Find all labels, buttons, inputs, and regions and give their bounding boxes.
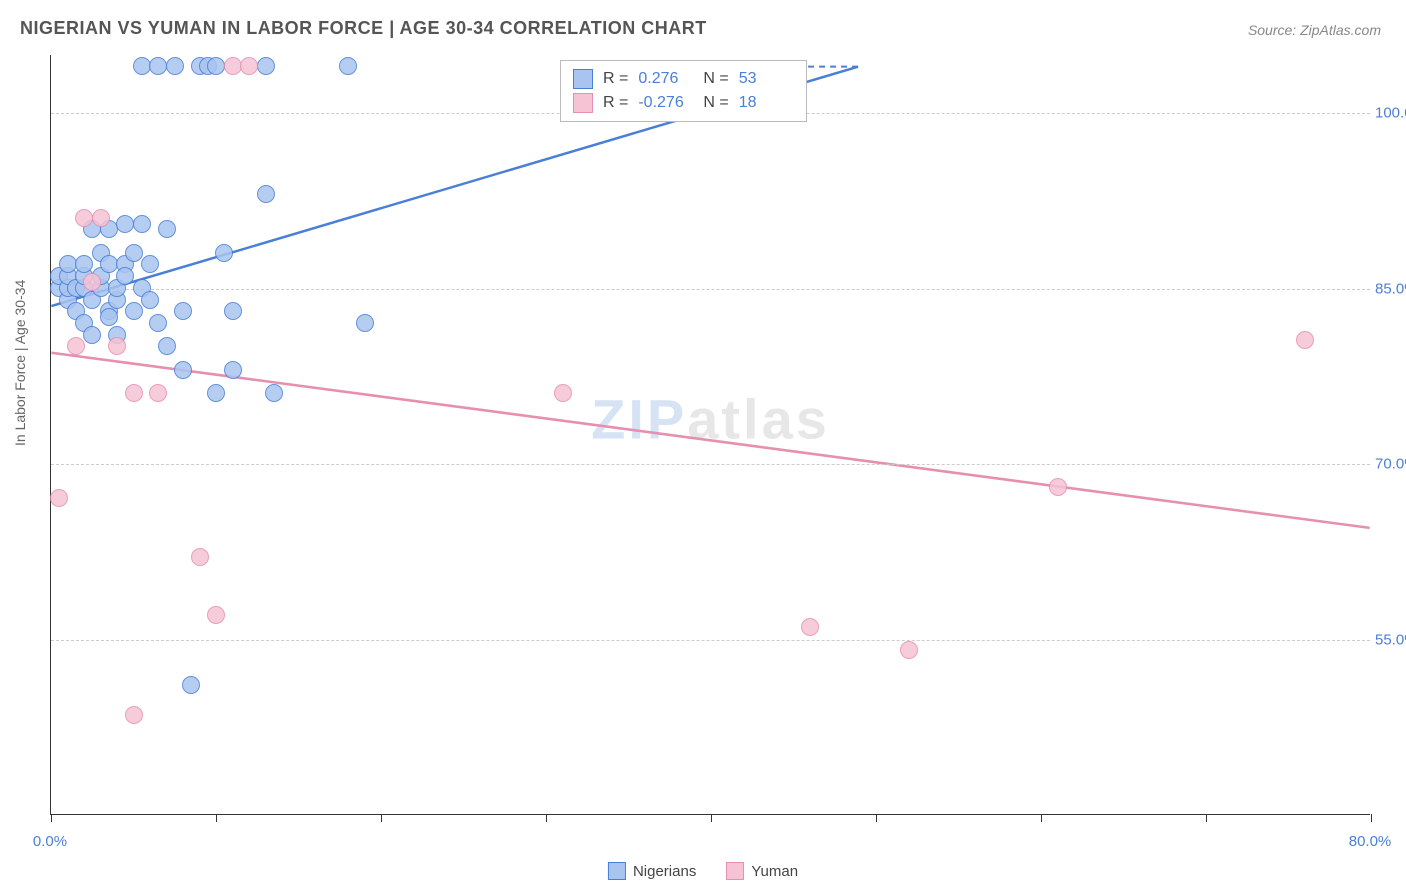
stats-n-value: 18	[739, 94, 794, 112]
data-point	[50, 489, 68, 507]
stats-row: R = 0.276 N = 53	[573, 67, 794, 91]
data-point	[224, 361, 242, 379]
data-point	[158, 220, 176, 238]
data-point	[149, 57, 167, 75]
x-tick	[711, 814, 712, 822]
data-point	[900, 641, 918, 659]
data-point	[174, 361, 192, 379]
stats-swatch-icon	[573, 93, 593, 113]
y-tick-label: 100.0%	[1375, 105, 1406, 122]
data-point	[207, 57, 225, 75]
data-point	[108, 337, 126, 355]
data-point	[75, 209, 93, 227]
legend-label: Yuman	[751, 863, 798, 880]
data-point	[257, 57, 275, 75]
data-point	[182, 676, 200, 694]
legend-label: Nigerians	[633, 863, 696, 880]
x-tick	[546, 814, 547, 822]
legend-swatch-icon	[608, 862, 626, 880]
data-point	[801, 618, 819, 636]
data-point	[1049, 478, 1067, 496]
source-attribution: Source: ZipAtlas.com	[1248, 22, 1381, 38]
data-point	[59, 255, 77, 273]
x-tick	[1041, 814, 1042, 822]
data-point	[100, 255, 118, 273]
stats-n-label: N =	[703, 94, 728, 112]
gridline	[51, 640, 1370, 641]
x-tick-label: 80.0%	[1349, 833, 1392, 850]
x-tick-label: 0.0%	[33, 833, 67, 850]
data-point	[207, 384, 225, 402]
data-point	[116, 267, 134, 285]
data-point	[75, 255, 93, 273]
data-point	[339, 57, 357, 75]
y-tick-label: 70.0%	[1375, 456, 1406, 473]
regression-line	[51, 353, 1369, 528]
data-point	[215, 244, 233, 262]
x-tick	[1206, 814, 1207, 822]
data-point	[166, 57, 184, 75]
data-point	[1296, 331, 1314, 349]
stats-r-value: 0.276	[638, 70, 693, 88]
stats-swatch-icon	[573, 69, 593, 89]
data-point	[125, 706, 143, 724]
data-point	[265, 384, 283, 402]
chart-title: NIGERIAN VS YUMAN IN LABOR FORCE | AGE 3…	[20, 18, 707, 39]
gridline	[51, 289, 1370, 290]
plot-area: ZIPatlas 55.0%70.0%85.0%100.0%	[50, 55, 1370, 815]
legend-item: Nigerians	[608, 862, 696, 880]
y-tick-label: 55.0%	[1375, 631, 1406, 648]
data-point	[133, 57, 151, 75]
data-point	[191, 548, 209, 566]
data-point	[141, 255, 159, 273]
data-point	[257, 185, 275, 203]
data-point	[67, 337, 85, 355]
regression-lines-layer	[51, 55, 1370, 814]
data-point	[116, 215, 134, 233]
data-point	[356, 314, 374, 332]
chart-container: NIGERIAN VS YUMAN IN LABOR FORCE | AGE 3…	[0, 0, 1406, 892]
x-tick	[1371, 814, 1372, 822]
x-tick	[381, 814, 382, 822]
data-point	[149, 314, 167, 332]
data-point	[174, 302, 192, 320]
data-point	[83, 326, 101, 344]
data-point	[125, 302, 143, 320]
data-point	[83, 273, 101, 291]
data-point	[158, 337, 176, 355]
legend: Nigerians Yuman	[608, 862, 798, 880]
legend-swatch-icon	[726, 862, 744, 880]
y-axis-label: In Labor Force | Age 30-34	[12, 280, 28, 446]
stats-r-label: R =	[603, 94, 628, 112]
stats-r-value: -0.276	[638, 94, 693, 112]
data-point	[125, 244, 143, 262]
data-point	[133, 215, 151, 233]
data-point	[149, 384, 167, 402]
data-point	[207, 606, 225, 624]
stats-n-value: 53	[739, 70, 794, 88]
data-point	[240, 57, 258, 75]
x-tick	[216, 814, 217, 822]
stats-r-label: R =	[603, 70, 628, 88]
stats-row: R = -0.276 N = 18	[573, 91, 794, 115]
gridline	[51, 464, 1370, 465]
data-point	[224, 57, 242, 75]
stats-n-label: N =	[703, 70, 728, 88]
y-tick-label: 85.0%	[1375, 280, 1406, 297]
data-point	[141, 291, 159, 309]
x-tick	[876, 814, 877, 822]
legend-item: Yuman	[726, 862, 798, 880]
correlation-stats-box: R = 0.276 N = 53 R = -0.276 N = 18	[560, 60, 807, 122]
data-point	[554, 384, 572, 402]
data-point	[100, 308, 118, 326]
data-point	[92, 209, 110, 227]
data-point	[125, 384, 143, 402]
x-tick	[51, 814, 52, 822]
data-point	[224, 302, 242, 320]
